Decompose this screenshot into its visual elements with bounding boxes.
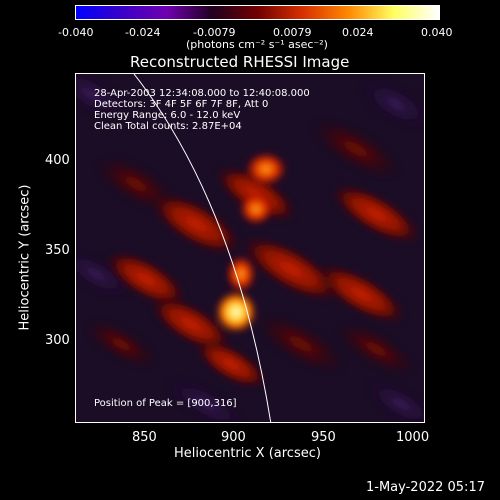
- colorbar-tick-label: 0.024: [342, 26, 374, 39]
- rhessi-image: [76, 74, 424, 422]
- colorbar: [75, 5, 440, 20]
- plot-title: Reconstructed RHESSI Image: [130, 53, 350, 71]
- colorbar-gradient: [76, 6, 439, 19]
- colorbar-tick-label: -0.0079: [193, 26, 236, 39]
- info-line-time-range: 28-Apr-2003 12:34:08.000 to 12:40:08.000: [94, 88, 310, 99]
- info-line-detectors: Detectors: 3F 4F 5F 6F 7F 8F, Att 0: [94, 99, 269, 110]
- colorbar-tick-label: -0.024: [125, 26, 161, 39]
- colorbar-units: (photons cm⁻² s⁻¹ asec⁻²): [186, 38, 328, 51]
- colorbar-tick-label: -0.040: [58, 26, 94, 39]
- x-tick-label: 900: [221, 430, 246, 445]
- info-line-energy: Energy Range: 6.0 - 12.0 keV: [94, 110, 241, 121]
- colorbar-tick-label: 0.0079: [273, 26, 312, 39]
- info-line-counts: Clean Total counts: 2.87E+04: [94, 121, 242, 132]
- peak-position-label: Position of Peak = [900,316]: [94, 398, 237, 409]
- x-tick-label: 850: [132, 430, 157, 445]
- colorbar-tick-label: 0.040: [421, 26, 453, 39]
- y-tick-label: 300: [45, 333, 70, 348]
- emission-features: [76, 74, 424, 422]
- solar-limb-line: [133, 74, 272, 422]
- x-axis-title: Heliocentric X (arcsec): [174, 446, 321, 461]
- y-tick-label: 350: [45, 243, 70, 258]
- observation-info: 28-Apr-2003 12:34:08.000 to 12:40:08.000…: [94, 88, 310, 132]
- plot-area: [75, 73, 425, 423]
- x-tick-label: 1000: [396, 430, 430, 445]
- y-tick-label: 400: [45, 153, 70, 168]
- footer-timestamp: 1-May-2022 05:17: [366, 480, 485, 495]
- y-axis-title: Heliocentric Y (arcsec): [17, 184, 33, 331]
- x-tick-label: 950: [311, 430, 336, 445]
